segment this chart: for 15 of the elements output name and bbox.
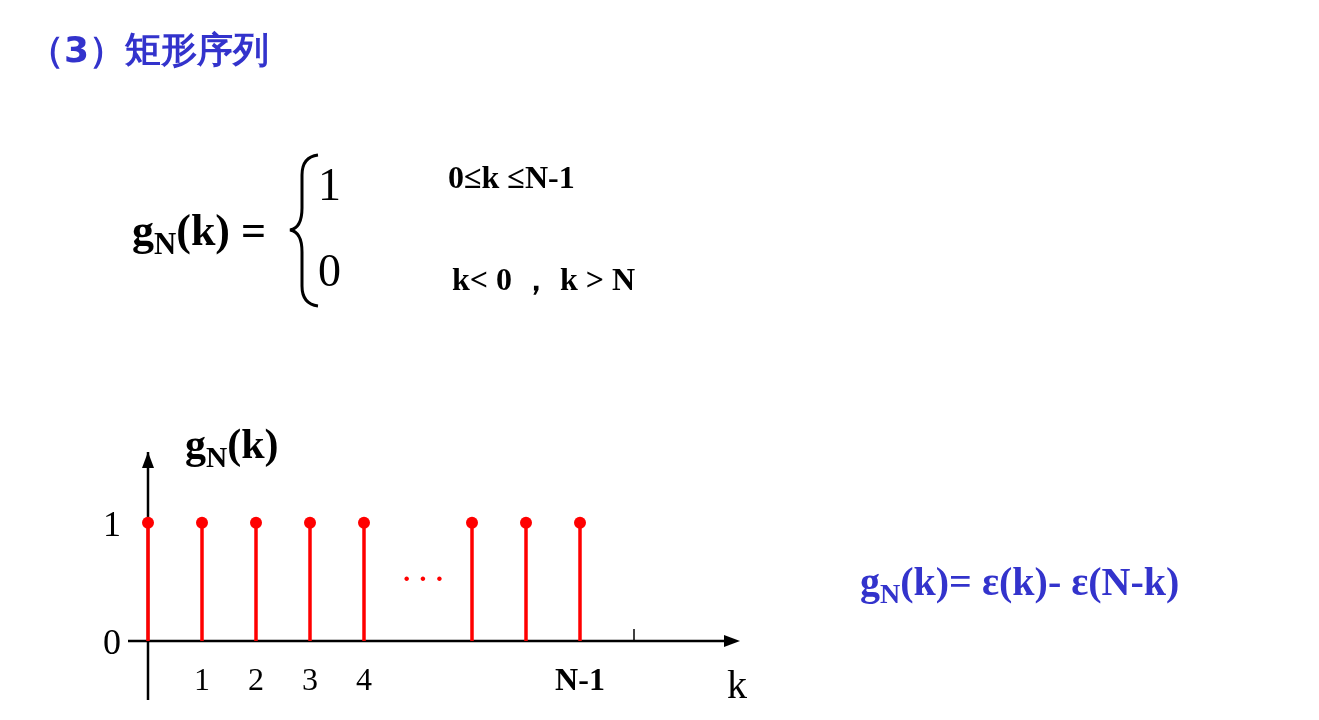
x-tick-label: 2 bbox=[248, 661, 264, 697]
chart-title: （3）矩形序列 bbox=[28, 29, 270, 70]
y-axis-title: g$_{N}$(k) bbox=[185, 421, 279, 473]
text: 0 bbox=[318, 245, 341, 296]
text: g$_{N}$(k) = bbox=[132, 206, 267, 262]
x-tick-label: 1 bbox=[194, 661, 210, 697]
x-tick-label: 3 bbox=[302, 661, 318, 697]
text: 0≤k ≤N-1 bbox=[448, 159, 575, 195]
x-tick-label: N-1 bbox=[555, 661, 605, 697]
text: 1 bbox=[318, 159, 341, 210]
text: k< 0 ， k > N bbox=[452, 261, 636, 297]
x-axis-title: k bbox=[727, 662, 747, 707]
annotation: · · · bbox=[402, 563, 445, 594]
x-tick-label: 4 bbox=[356, 661, 372, 697]
text: g$_{N}$(k)= ε(k)- ε(N-k) bbox=[860, 559, 1180, 610]
